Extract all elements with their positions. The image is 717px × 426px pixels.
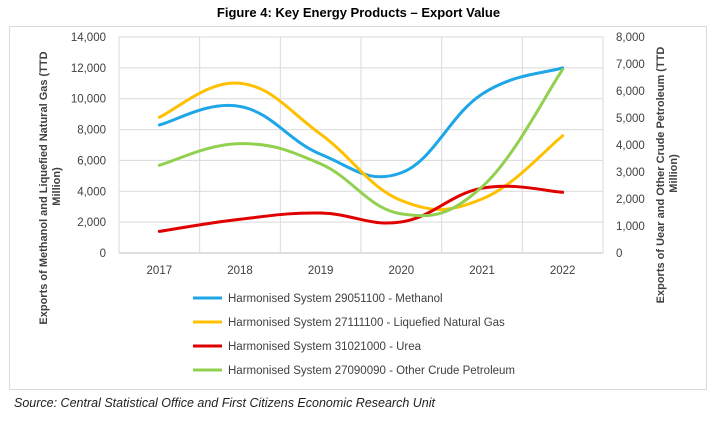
x-tick-label: 2020 bbox=[389, 265, 415, 277]
right-tick-label: 2,000 bbox=[616, 194, 645, 206]
legend-label: Harmonised System 31021000 - Urea bbox=[228, 341, 422, 353]
right-tick-label: 7,000 bbox=[616, 59, 645, 71]
chart-title: Figure 4: Key Energy Products – Export V… bbox=[216, 5, 501, 20]
x-axis-ticks: 2017 2018 2019 2020 2021 2022 bbox=[147, 265, 576, 277]
series-line-other-crude-petroleum bbox=[157, 67, 565, 218]
left-tick-label: 8,000 bbox=[77, 125, 106, 137]
right-tick-label: 0 bbox=[616, 248, 622, 260]
left-tick-label: 14,000 bbox=[71, 32, 106, 44]
x-tick-label: 2018 bbox=[227, 265, 253, 277]
right-axis-ticks: 0 1,000 2,000 3,000 4,000 5,000 6,000 7,000 8,00… bbox=[616, 32, 645, 260]
left-tick-label: 4,000 bbox=[77, 186, 106, 198]
left-axis-label: Exports of Methanol and Liquefied Natura… bbox=[38, 51, 63, 324]
right-tick-label: 8,000 bbox=[616, 32, 645, 44]
left-tick-label: 0 bbox=[100, 248, 106, 260]
left-tick-label: 6,000 bbox=[77, 155, 106, 167]
right-tick-label: 4,000 bbox=[616, 140, 645, 152]
left-tick-label: 2,000 bbox=[77, 217, 106, 229]
right-tick-label: 6,000 bbox=[616, 86, 645, 98]
left-tick-label: 12,000 bbox=[71, 63, 106, 75]
legend-label: Harmonised System 27111100 - Liquefied N… bbox=[228, 317, 505, 329]
right-tick-label: 3,000 bbox=[616, 167, 645, 179]
legend: Harmonised System 29051100 - Methanol Har… bbox=[193, 293, 515, 377]
legend-label: Harmonised System 27090090 - Other Crude… bbox=[228, 365, 515, 377]
x-tick-label: 2017 bbox=[147, 265, 173, 277]
x-tick-label: 2021 bbox=[469, 265, 495, 277]
right-axis-label: Exports of Uear and Other Crude Petroleu… bbox=[655, 47, 680, 304]
right-tick-label: 5,000 bbox=[616, 113, 645, 125]
right-tick-label: 1,000 bbox=[616, 221, 645, 233]
left-tick-label: 10,000 bbox=[71, 94, 106, 106]
x-tick-label: 2022 bbox=[550, 265, 576, 277]
series-lines bbox=[157, 66, 565, 233]
legend-label: Harmonised System 29051100 - Methanol bbox=[228, 293, 443, 305]
series-line-urea bbox=[157, 184, 565, 233]
left-axis-ticks: 0 2,000 4,000 6,000 8,000 10,000 12,000 14,000 bbox=[71, 32, 106, 260]
chart-frame bbox=[9, 26, 707, 390]
x-tick-label: 2019 bbox=[308, 265, 334, 277]
series-line-liquefied-natural-gas bbox=[157, 81, 565, 211]
source-note: Source: Central Statistical Office and F… bbox=[14, 396, 435, 410]
